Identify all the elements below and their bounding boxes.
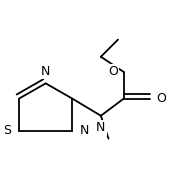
Text: S: S <box>3 124 12 137</box>
Text: O: O <box>156 92 166 105</box>
Text: N: N <box>96 121 105 134</box>
Text: N: N <box>80 124 89 137</box>
Text: O: O <box>108 66 118 78</box>
Text: N: N <box>41 65 50 78</box>
